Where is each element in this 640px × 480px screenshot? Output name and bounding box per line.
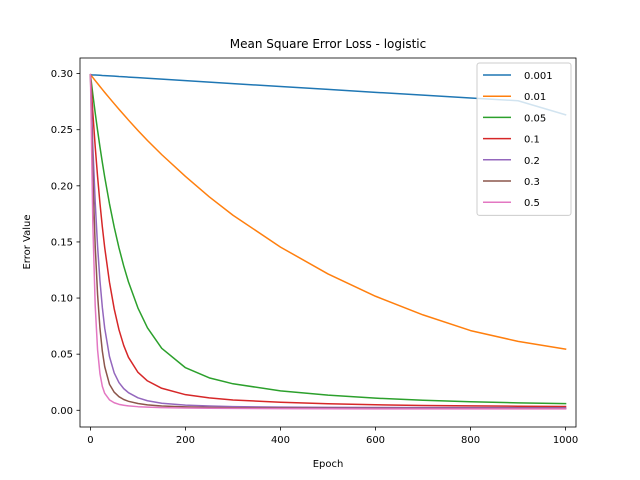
series-line-4 (89, 73, 567, 409)
y-tick-label: 0.00 (51, 406, 73, 417)
y-tick-label: 0.20 (51, 181, 73, 192)
y-tick-label: 0.30 (51, 69, 73, 80)
legend-box (476, 62, 572, 216)
legend-label-6: 0.5 (524, 198, 540, 209)
y-axis-label: Error Value (22, 214, 33, 269)
x-tick-label: 1000 (553, 435, 578, 446)
plot-area (79, 57, 577, 428)
y-axis-ticks: 0.00 0.05 0.10 0.15 0.20 0.25 0.30 (51, 69, 80, 417)
series-line-1 (89, 73, 567, 350)
series-line-2 (89, 73, 567, 405)
legend-label-0: 0.001 (524, 71, 553, 82)
series-line-3 (89, 73, 567, 408)
y-tick-label: 0.15 (51, 237, 73, 248)
y-tick-label: 0.25 (51, 125, 73, 136)
series-lines (89, 73, 567, 410)
x-tick-label: 800 (461, 435, 480, 446)
legend-label-4: 0.2 (524, 156, 540, 167)
axes-frame (79, 57, 577, 428)
x-tick-label: 600 (366, 435, 385, 446)
x-axis-label: Epoch (313, 459, 344, 470)
series-line-6 (89, 73, 567, 410)
legend-label-2: 0.05 (524, 113, 546, 124)
x-axis-ticks: 0 200 400 600 800 1000 (87, 427, 578, 446)
y-tick-label: 0.05 (51, 350, 73, 361)
legend-label-5: 0.3 (524, 177, 540, 188)
legend-label-1: 0.01 (524, 92, 546, 103)
legend: 0.001 0.01 0.05 0.1 0.2 0.3 0.5 (476, 62, 572, 216)
legend-label-3: 0.1 (524, 135, 540, 146)
series-line-0 (89, 73, 567, 116)
chart-title: Mean Square Error Loss - logistic (230, 37, 426, 51)
x-tick-label: 400 (271, 435, 290, 446)
x-tick-label: 0 (87, 435, 93, 446)
y-tick-label: 0.10 (51, 294, 73, 305)
x-tick-label: 200 (176, 435, 195, 446)
